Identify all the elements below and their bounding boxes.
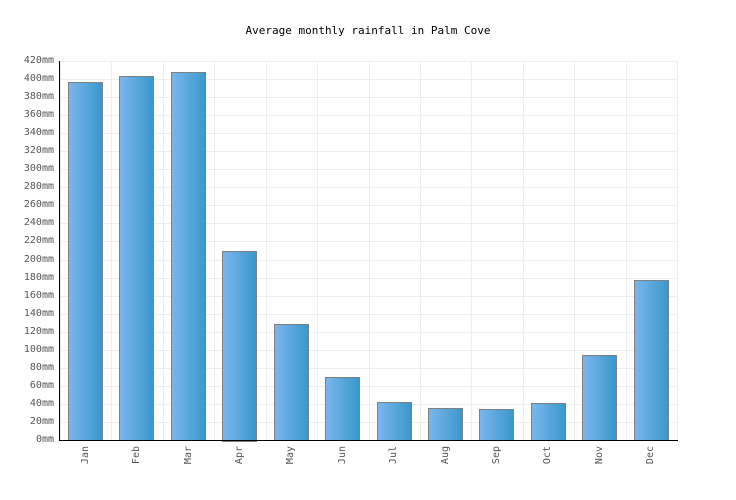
gridline-vertical: [471, 61, 472, 440]
chart-title: Average monthly rainfall in Palm Cove: [245, 24, 491, 37]
gridline-horizontal: [60, 97, 677, 98]
gridline-horizontal: [60, 187, 677, 188]
y-tick-label: 360mm: [23, 109, 54, 121]
bar-aug[interactable]: [428, 408, 463, 441]
gridline-horizontal: [60, 241, 677, 242]
y-tick-label: 20mm: [29, 415, 54, 427]
gridline-vertical: [626, 61, 627, 440]
gridline-vertical: [420, 61, 421, 440]
y-tick-label: 300mm: [23, 163, 54, 175]
gridline-vertical: [214, 61, 215, 440]
gridline-vertical: [60, 61, 61, 440]
gridline-vertical: [266, 61, 267, 440]
y-tick-label: 140mm: [23, 307, 54, 319]
bar-jun[interactable]: [325, 377, 360, 441]
gridline-vertical: [369, 61, 370, 440]
gridline-horizontal: [60, 115, 677, 116]
x-tick-label: May: [285, 446, 296, 465]
gridline-horizontal: [60, 386, 677, 387]
x-tick-label: Jan: [80, 446, 91, 465]
x-tick-label: Dec: [645, 446, 656, 465]
x-tick-label: Nov: [594, 446, 605, 465]
bar-oct[interactable]: [531, 403, 566, 441]
gridline-vertical: [317, 61, 318, 440]
gridline-horizontal: [60, 368, 677, 369]
y-tick-label: 220mm: [23, 235, 54, 247]
y-tick-label: 420mm: [23, 55, 54, 66]
gridline-horizontal: [60, 314, 677, 315]
gridline-horizontal: [60, 205, 677, 206]
gridline-horizontal: [60, 260, 677, 261]
y-tick-label: 60mm: [29, 379, 54, 391]
x-tick-label: Jul: [388, 446, 399, 465]
y-tick-label: 0mm: [35, 434, 54, 445]
gridline-horizontal: [60, 79, 677, 80]
bar-sep[interactable]: [479, 409, 514, 441]
gridline-horizontal: [60, 61, 677, 62]
x-tick-label: Jun: [337, 446, 348, 465]
gridline-horizontal: [60, 422, 677, 423]
gridline-horizontal: [60, 223, 677, 224]
y-tick-label: 120mm: [23, 325, 54, 337]
bar-mar[interactable]: [171, 72, 206, 441]
bar-nov[interactable]: [582, 355, 617, 441]
y-tick-label: 400mm: [23, 73, 54, 85]
y-tick-label: 180mm: [23, 271, 54, 283]
gridline-vertical: [163, 61, 164, 440]
gridline-horizontal: [60, 332, 677, 333]
gridline-vertical: [574, 61, 575, 440]
x-tick-label: Apr: [234, 446, 245, 465]
x-tick-label: Feb: [131, 446, 142, 465]
y-tick-label: 200mm: [23, 253, 54, 265]
gridline-vertical: [677, 61, 678, 440]
bar-jul[interactable]: [377, 402, 412, 441]
y-tick-label: 160mm: [23, 289, 54, 301]
gridline-horizontal: [60, 133, 677, 134]
y-tick-label: 40mm: [29, 397, 54, 409]
x-tick-label: Mar: [183, 446, 194, 465]
y-tick-label: 320mm: [23, 145, 54, 157]
gridline-horizontal: [60, 169, 677, 170]
y-tick-label: 280mm: [23, 181, 54, 193]
gridline-horizontal: [60, 151, 677, 152]
bar-may[interactable]: [274, 324, 309, 441]
gridline-vertical: [111, 61, 112, 440]
bar-apr[interactable]: [222, 251, 257, 442]
y-axis-line: [59, 61, 60, 441]
bar-feb[interactable]: [119, 76, 154, 441]
gridline-horizontal: [60, 296, 677, 297]
y-tick-label: 240mm: [23, 217, 54, 229]
y-tick-label: 340mm: [23, 127, 54, 139]
plot-area: [60, 61, 678, 442]
gridline-vertical: [523, 61, 524, 440]
gridline-horizontal: [60, 350, 677, 351]
y-tick-label: 380mm: [23, 91, 54, 103]
y-tick-label: 260mm: [23, 199, 54, 211]
x-axis-line: [59, 440, 678, 441]
gridline-horizontal: [60, 404, 677, 405]
gridline-horizontal: [60, 278, 677, 279]
x-tick-label: Aug: [440, 446, 451, 465]
bar-jan[interactable]: [68, 82, 103, 441]
x-tick-label: Oct: [542, 446, 553, 465]
y-tick-label: 100mm: [23, 343, 54, 355]
x-tick-label: Sep: [491, 446, 502, 465]
y-tick-label: 80mm: [29, 361, 54, 373]
bar-dec[interactable]: [634, 280, 669, 441]
